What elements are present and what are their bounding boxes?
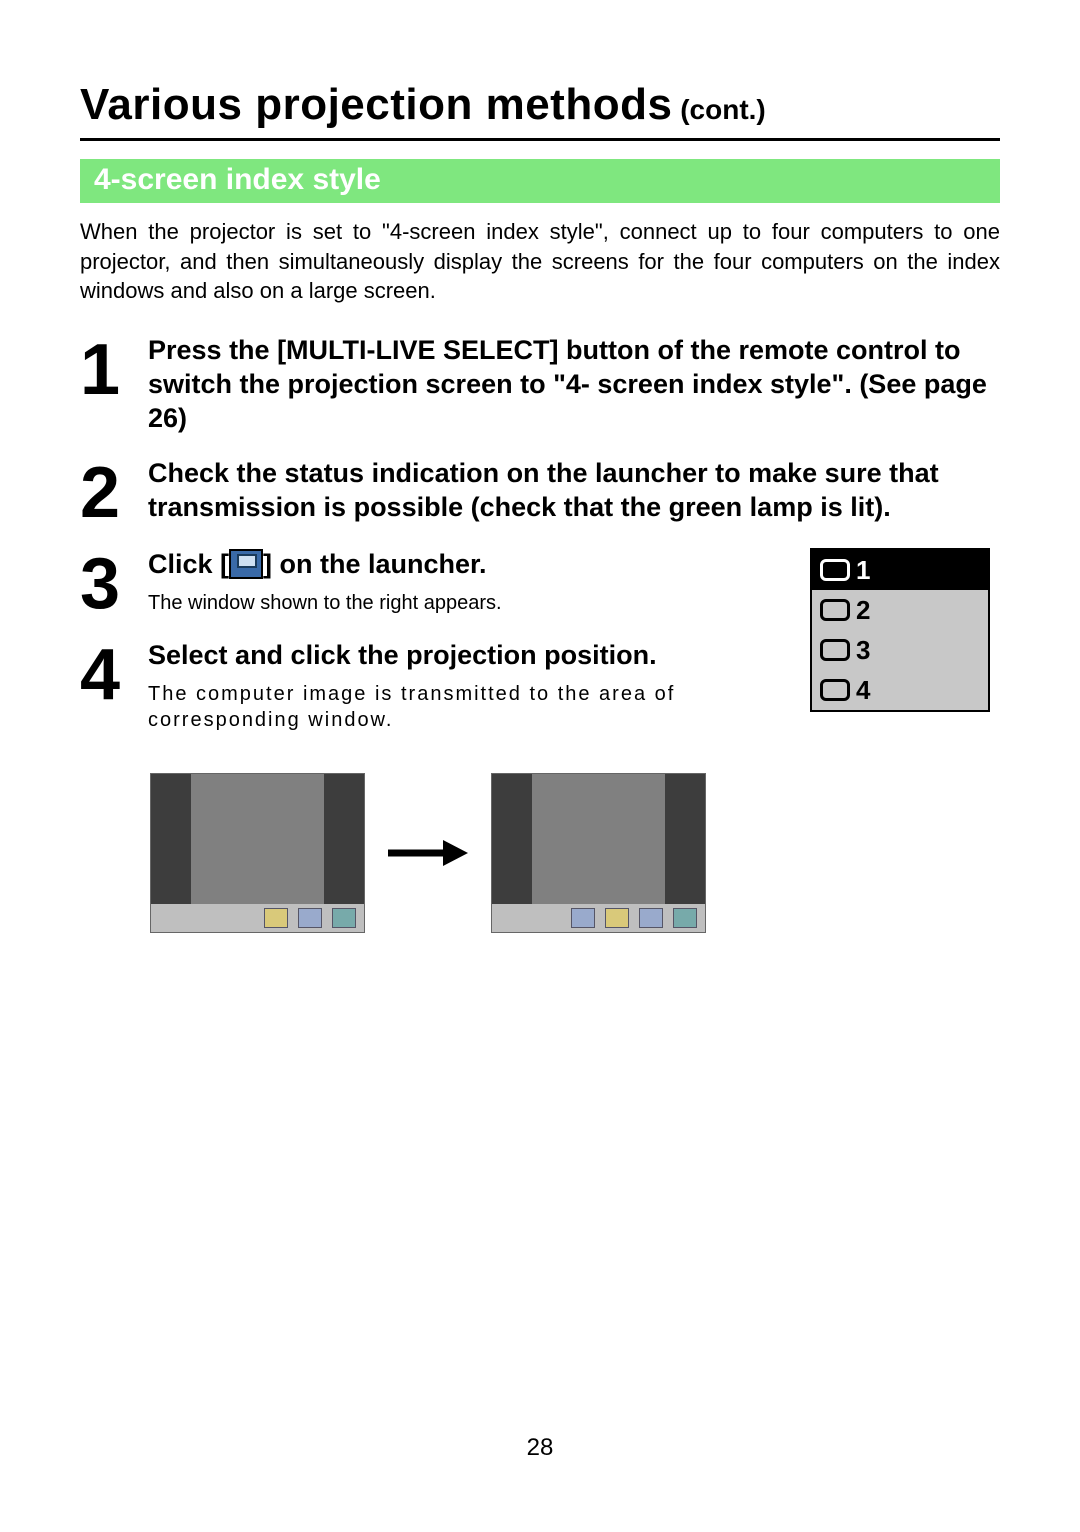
taskbar-icon — [571, 908, 595, 928]
step-title: Check the status indication on the launc… — [148, 457, 1000, 525]
popup-row-2: 2 — [812, 590, 988, 630]
taskbar-icon — [298, 908, 322, 928]
projection-after — [491, 773, 706, 933]
step-number: 3 — [80, 552, 140, 617]
taskbar-icon — [639, 908, 663, 928]
taskbar — [151, 904, 364, 932]
popup-label: 4 — [856, 675, 870, 706]
step-number: 4 — [80, 643, 140, 708]
popup-row-3: 3 — [812, 630, 988, 670]
step-title-post: ] on the launcher. — [263, 549, 487, 579]
step-title: Press the [MULTI-LIVE SELECT] button of … — [148, 334, 1000, 435]
step-number: 2 — [80, 461, 140, 526]
monitor-icon — [820, 639, 850, 661]
title-rule — [80, 138, 1000, 141]
page-title-row: Various projection methods (cont.) — [80, 80, 1000, 130]
monitor-icon — [820, 599, 850, 621]
popup-label: 3 — [856, 635, 870, 666]
page: Various projection methods (cont.) 4-scr… — [0, 0, 1080, 1532]
steps-3-4-row: 3 Click [ ] on the launcher. The window s… — [80, 548, 1000, 755]
monitor-icon — [820, 559, 850, 581]
index-strip-left — [492, 774, 532, 904]
taskbar-icon — [605, 908, 629, 928]
step-3: 3 Click [ ] on the launcher. The window s… — [80, 548, 790, 617]
taskbar — [492, 904, 705, 932]
section-heading: 4-screen index style — [80, 159, 1000, 203]
step-body: Check the status indication on the launc… — [148, 457, 1000, 525]
step-4: 4 Select and click the projection positi… — [80, 639, 790, 733]
popup-label: 2 — [856, 595, 870, 626]
step-title: Click [ ] on the launcher. — [148, 548, 790, 582]
index-strip-right — [665, 774, 705, 904]
arrow-right-icon — [383, 838, 473, 868]
page-number: 28 — [0, 1434, 1080, 1462]
step-body: Press the [MULTI-LIVE SELECT] button of … — [148, 334, 1000, 435]
taskbar-icon — [332, 908, 356, 928]
popup-label: 1 — [856, 555, 870, 586]
launcher-icon — [229, 549, 263, 579]
monitor-icon — [820, 679, 850, 701]
popup-row-4: 4 — [812, 670, 988, 710]
steps-list: 1 Press the [MULTI-LIVE SELECT] button o… — [80, 334, 1000, 933]
steps-3-4-left: 3 Click [ ] on the launcher. The window s… — [80, 548, 790, 755]
projection-diagram — [150, 773, 1000, 933]
step-title-pre: Click [ — [148, 549, 229, 579]
step-subtext: The window shown to the right appears. — [148, 590, 790, 616]
step-subtext: The computer image is transmitted to the… — [148, 681, 790, 733]
step-1: 1 Press the [MULTI-LIVE SELECT] button o… — [80, 334, 1000, 435]
step-body: Click [ ] on the launcher. The window sho… — [148, 548, 790, 616]
popup-row-1: 1 — [812, 550, 988, 590]
projection-before — [150, 773, 365, 933]
popup-figure: 1 2 3 4 — [810, 548, 1000, 755]
taskbar-icon — [264, 908, 288, 928]
step-number: 1 — [80, 338, 140, 403]
taskbar-icon — [673, 908, 697, 928]
step-body: Select and click the projection position… — [148, 639, 790, 733]
index-strip-right — [324, 774, 364, 904]
position-popup: 1 2 3 4 — [810, 548, 990, 712]
intro-paragraph: When the projector is set to "4-screen i… — [80, 217, 1000, 306]
page-title-cont: (cont.) — [672, 94, 765, 125]
step-2: 2 Check the status indication on the lau… — [80, 457, 1000, 526]
step-title: Select and click the projection position… — [148, 639, 790, 673]
index-strip-left — [151, 774, 191, 904]
page-title: Various projection methods — [80, 80, 672, 129]
